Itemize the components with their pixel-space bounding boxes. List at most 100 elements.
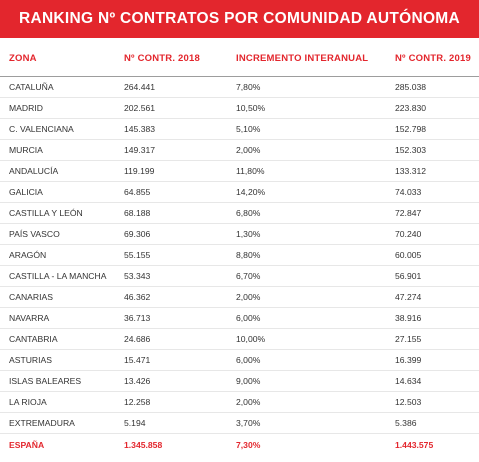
cell-contr-2018: 5.194 (118, 412, 236, 434)
cell-incremento: 10,00% (236, 328, 395, 350)
cell-contr-2019: 72.847 (395, 202, 479, 224)
cell-contr-2019: 5.386 (395, 412, 479, 434)
cell-zona: MADRID (0, 97, 118, 119)
cell-contr-2018: 149.317 (118, 139, 236, 161)
cell-zona: GALICIA (0, 181, 118, 203)
cell-incremento: 11,80% (236, 160, 395, 182)
cell-incremento: 1,30% (236, 223, 395, 245)
cell-contr-2018: 24.686 (118, 328, 236, 350)
cell-zona: ASTURIAS (0, 349, 118, 371)
cell-incremento: 6,00% (236, 349, 395, 371)
cell-zona: C. VALENCIANA (0, 118, 118, 140)
total-incremento: 7,30% (236, 440, 261, 450)
cell-contr-2019: 152.798 (395, 118, 479, 140)
cell-incremento: 3,70% (236, 412, 395, 434)
table-row: EXTREMADURA 5.194 3,70% 5.386 (0, 412, 479, 434)
table-body: CATALUÑA 264.441 7,80% 285.038 MADRID 202.56… (0, 76, 479, 457)
cell-zona: ARAGÓN (0, 244, 118, 266)
table-row: CANTABRIA 24.686 10,00% 27.155 (0, 328, 479, 350)
table-row: LA RIOJA 12.258 2,00% 12.503 (0, 391, 479, 413)
table-row: C. VALENCIANA 145.383 5,10% 152.798 (0, 118, 479, 140)
cell-zona: MURCIA (0, 139, 118, 161)
cell-contr-2018: 15.471 (118, 349, 236, 371)
cell-incremento: 2,00% (236, 286, 395, 308)
table-row: ISLAS BALEARES 13.426 9,00% 14.634 (0, 370, 479, 392)
cell-contr-2018: 36.713 (118, 307, 236, 329)
cell-zona: ISLAS BALEARES (0, 370, 118, 392)
ranking-table: ZONA Nº CONTR. 2018 INCREMENTO INTERANUA… (0, 40, 479, 456)
cell-contr-2019: 74.033 (395, 181, 479, 203)
cell-contr-2019: 133.312 (395, 160, 479, 182)
cell-contr-2019: 47.274 (395, 286, 479, 308)
table-row: ARAGÓN 55.155 8,80% 60.005 (0, 244, 479, 266)
total-zona: ESPAÑA (9, 440, 45, 450)
table-row: CATALUÑA 264.441 7,80% 285.038 (0, 76, 479, 98)
cell-contr-2019: 38.916 (395, 307, 479, 329)
table-row: MURCIA 149.317 2,00% 152.303 (0, 139, 479, 161)
cell-contr-2019: 14.634 (395, 370, 479, 392)
cell-incremento: 9,00% (236, 370, 395, 392)
page-title: RANKING Nº CONTRATOS POR COMUNIDAD AUTÓN… (18, 10, 461, 27)
cell-contr-2018: 145.383 (118, 118, 236, 140)
table-row: MADRID 202.561 10,50% 223.830 (0, 97, 479, 119)
header-contr-2018: Nº CONTR. 2018 (118, 40, 236, 77)
cell-contr-2018: 46.362 (118, 286, 236, 308)
cell-incremento: 6,80% (236, 202, 395, 224)
cell-zona: PAÍS VASCO (0, 223, 118, 245)
cell-contr-2019: 56.901 (395, 265, 479, 287)
total-contr-2018: 1.345.858 (124, 440, 163, 450)
table-row: ASTURIAS 15.471 6,00% 16.399 (0, 349, 479, 371)
table-row: NAVARRA 36.713 6,00% 38.916 (0, 307, 479, 329)
cell-incremento: 6,70% (236, 265, 395, 287)
total-contr-2019: 1.443.575 (395, 440, 434, 450)
cell-contr-2018: 202.561 (118, 97, 236, 119)
cell-contr-2018: 68.188 (118, 202, 236, 224)
cell-incremento: 7,80% (236, 76, 395, 98)
cell-zona: CANARIAS (0, 286, 118, 308)
cell-zona: ANDALUCÍA (0, 160, 118, 182)
table-row: PAÍS VASCO 69.306 1,30% 70.240 (0, 223, 479, 245)
cell-contr-2018: 12.258 (118, 391, 236, 413)
cell-contr-2019: 223.830 (395, 97, 479, 119)
cell-incremento: 5,10% (236, 118, 395, 140)
cell-contr-2019: 27.155 (395, 328, 479, 350)
cell-incremento: 8,80% (236, 244, 395, 266)
cell-incremento: 10,50% (236, 97, 395, 119)
header-incremento: INCREMENTO INTERANUAL (236, 40, 395, 77)
cell-contr-2019: 12.503 (395, 391, 479, 413)
cell-contr-2019: 60.005 (395, 244, 479, 266)
table-row: GALICIA 64.855 14,20% 74.033 (0, 181, 479, 203)
cell-zona: EXTREMADURA (0, 412, 118, 434)
cell-incremento: 2,00% (236, 139, 395, 161)
cell-contr-2019: 152.303 (395, 139, 479, 161)
cell-incremento: 6,00% (236, 307, 395, 329)
header-zona: ZONA (0, 40, 118, 77)
cell-zona: CASTILLA - LA MANCHA (0, 265, 118, 287)
cell-zona: CASTILLA Y LEÓN (0, 202, 118, 224)
cell-contr-2018: 64.855 (118, 181, 236, 203)
cell-contr-2018: 55.155 (118, 244, 236, 266)
table-row: ANDALUCÍA 119.199 11,80% 133.312 (0, 160, 479, 182)
cell-contr-2019: 16.399 (395, 349, 479, 371)
table-row: CASTILLA Y LEÓN 68.188 6,80% 72.847 (0, 202, 479, 224)
cell-incremento: 2,00% (236, 391, 395, 413)
cell-contr-2018: 13.426 (118, 370, 236, 392)
cell-contr-2019: 285.038 (395, 76, 479, 98)
cell-zona: CANTABRIA (0, 328, 118, 350)
cell-contr-2018: 53.343 (118, 265, 236, 287)
table-row: CASTILLA - LA MANCHA 53.343 6,70% 56.901 (0, 265, 479, 287)
cell-incremento: 14,20% (236, 181, 395, 203)
cell-zona: NAVARRA (0, 307, 118, 329)
cell-contr-2018: 69.306 (118, 223, 236, 245)
title-banner: RANKING Nº CONTRATOS POR COMUNIDAD AUTÓN… (0, 0, 479, 38)
cell-zona: LA RIOJA (0, 391, 118, 413)
total-row: ESPAÑA 1.345.858 7,30% 1.443.575 (0, 434, 479, 457)
cell-zona: CATALUÑA (0, 76, 118, 98)
table-header-row: ZONA Nº CONTR. 2018 INCREMENTO INTERANUA… (0, 40, 479, 77)
cell-contr-2018: 264.441 (118, 76, 236, 98)
cell-contr-2018: 119.199 (118, 160, 236, 182)
table-row: CANARIAS 46.362 2,00% 47.274 (0, 286, 479, 308)
cell-contr-2019: 70.240 (395, 223, 479, 245)
header-contr-2019: Nº CONTR. 2019 (395, 40, 479, 77)
